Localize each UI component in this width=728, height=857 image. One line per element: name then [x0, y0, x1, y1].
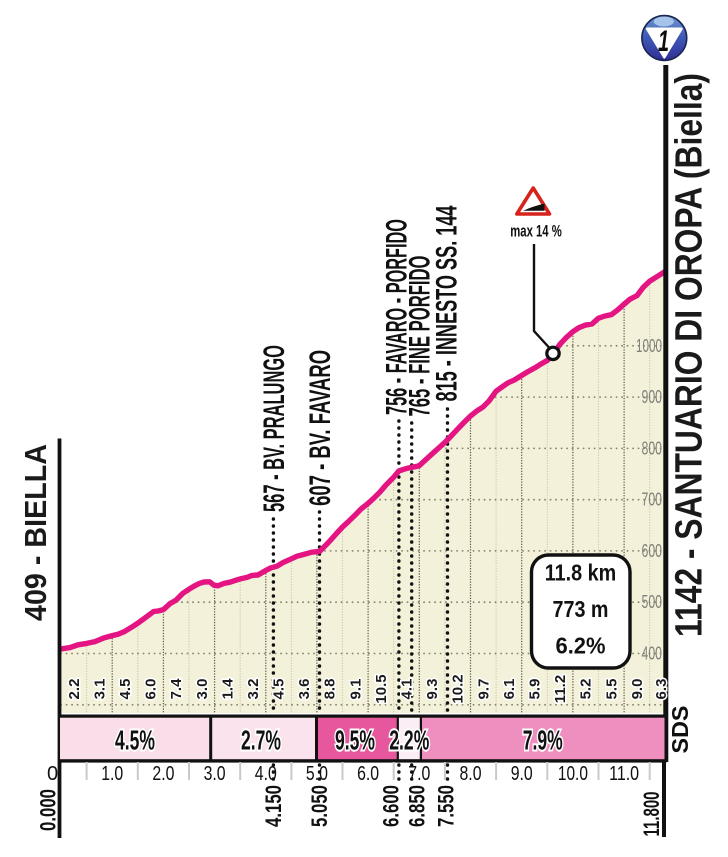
svg-text:607 - BV. FAVARO: 607 - BV. FAVARO [304, 350, 337, 506]
svg-text:9.1: 9.1 [347, 679, 364, 700]
svg-text:5.0: 5.0 [306, 763, 328, 785]
svg-text:600: 600 [642, 541, 663, 561]
svg-text:0: 0 [47, 763, 58, 785]
svg-text:9.5%: 9.5% [335, 725, 375, 756]
svg-text:815 - INNESTO SS. 144: 815 - INNESTO SS. 144 [431, 205, 464, 401]
svg-text:700: 700 [642, 490, 663, 510]
svg-text:4.1: 4.1 [399, 679, 416, 700]
svg-text:9.3: 9.3 [424, 679, 441, 700]
svg-text:6.3: 6.3 [653, 679, 670, 700]
svg-text:567 - BV. PRALUNGO: 567 - BV. PRALUNGO [258, 345, 291, 512]
svg-text:9.0: 9.0 [629, 679, 646, 700]
svg-text:6.1: 6.1 [501, 679, 518, 700]
svg-text:11.0: 11.0 [609, 763, 639, 785]
svg-text:1: 1 [658, 25, 669, 58]
svg-text:400: 400 [642, 644, 663, 664]
svg-text:1142 - SANTUARIO DI OROPA (Bie: 1142 - SANTUARIO DI OROPA (Biella) [669, 73, 711, 637]
svg-text:765 - FINE PORFIDO: 765 - FINE PORFIDO [404, 256, 437, 417]
svg-text:6.850: 6.850 [405, 785, 430, 827]
svg-text:10.0: 10.0 [558, 763, 588, 785]
svg-text:5.050: 5.050 [307, 785, 332, 827]
svg-text:4.0: 4.0 [255, 763, 277, 785]
svg-text:7.9%: 7.9% [523, 725, 563, 756]
svg-text:773 m: 773 m [553, 596, 609, 622]
svg-text:11.8 km: 11.8 km [545, 560, 617, 586]
svg-text:7.4: 7.4 [168, 678, 185, 700]
svg-text:6.0: 6.0 [143, 679, 160, 700]
svg-text:900: 900 [642, 387, 663, 407]
svg-text:9.0: 9.0 [511, 763, 533, 785]
svg-text:7.550: 7.550 [434, 785, 459, 827]
svg-text:11.800: 11.800 [639, 792, 664, 837]
svg-text:5.5: 5.5 [603, 679, 620, 700]
svg-text:2.2: 2.2 [66, 679, 83, 700]
svg-text:6.0: 6.0 [357, 763, 379, 785]
svg-text:2.7%: 2.7% [241, 725, 281, 756]
svg-text:4.5: 4.5 [117, 679, 134, 700]
svg-text:7.0: 7.0 [408, 763, 430, 785]
svg-text:3.1: 3.1 [91, 679, 108, 700]
svg-text:3.6: 3.6 [296, 679, 313, 700]
svg-text:6.2%: 6.2% [556, 633, 606, 659]
svg-text:9.7: 9.7 [475, 679, 492, 700]
svg-text:4.5: 4.5 [271, 679, 288, 700]
svg-text:3.2: 3.2 [245, 679, 262, 700]
svg-text:756 - FAVARO - PORFIDO: 756 - FAVARO - PORFIDO [381, 219, 414, 415]
svg-text:11.2: 11.2 [552, 675, 569, 703]
svg-text:5.9: 5.9 [527, 679, 544, 700]
svg-text:1000: 1000 [636, 336, 662, 356]
svg-text:4.5%: 4.5% [115, 725, 155, 756]
svg-text:0.000: 0.000 [36, 789, 61, 831]
svg-text:2.0: 2.0 [152, 763, 174, 785]
svg-text:10.5: 10.5 [373, 674, 390, 703]
svg-text:2.2%: 2.2% [389, 725, 429, 756]
svg-text:8.0: 8.0 [460, 763, 482, 785]
svg-text:800: 800 [642, 438, 663, 458]
svg-text:8.8: 8.8 [322, 679, 339, 700]
svg-text:3.0: 3.0 [194, 679, 211, 700]
svg-text:6.600: 6.600 [379, 785, 404, 827]
svg-text:1.4: 1.4 [219, 678, 236, 700]
svg-text:SDS: SDS [667, 706, 693, 754]
svg-text:4.150: 4.150 [261, 785, 286, 827]
svg-text:409 - BIELLA: 409 - BIELLA [19, 444, 53, 621]
svg-text:500: 500 [642, 592, 663, 612]
svg-text:max 14 %: max 14 % [510, 222, 562, 241]
svg-text:10.2: 10.2 [450, 674, 467, 703]
svg-text:3.0: 3.0 [204, 763, 226, 785]
svg-text:1.0: 1.0 [101, 763, 123, 785]
svg-text:5.2: 5.2 [578, 679, 595, 700]
